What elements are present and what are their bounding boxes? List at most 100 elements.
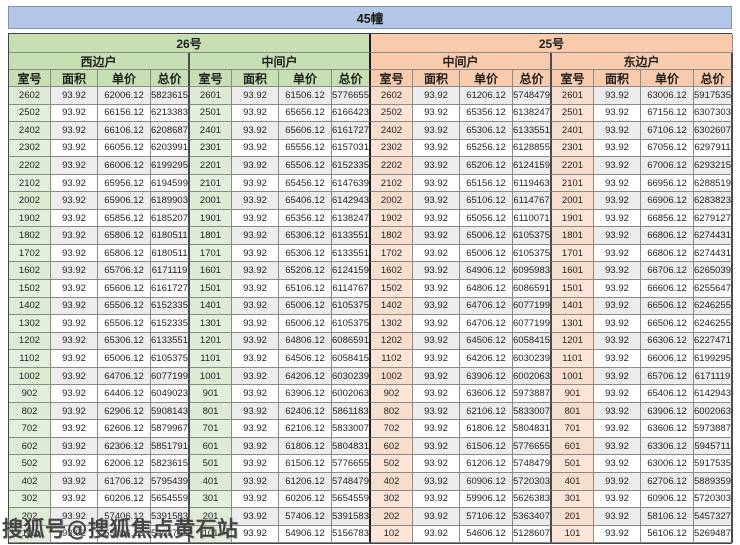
cell-price: 62306.12 (98, 437, 151, 456)
cell-price: 65606.12 (279, 122, 332, 140)
cell-area: 93.92 (51, 420, 98, 438)
cell-total: 6002063 (513, 367, 552, 386)
cell-area: 93.92 (413, 87, 460, 105)
cell-room: 201 (552, 508, 594, 526)
cell-total: 6297911 (694, 139, 733, 158)
cell-area: 93.92 (594, 280, 641, 298)
cell-total: 6058415 (513, 332, 552, 351)
cell-room: 401 (552, 473, 594, 491)
cell-total: 5973887 (694, 420, 733, 438)
cell-area: 93.92 (232, 455, 279, 474)
cell-total: 6274431 (694, 244, 733, 263)
cell-price: 61806.12 (460, 420, 513, 438)
cell-total: 5795439 (151, 473, 190, 491)
cell-price: 63306.12 (641, 437, 694, 456)
cell-area: 93.92 (232, 192, 279, 210)
cell-price: 64806.12 (279, 332, 332, 351)
cell-total: 6283823 (694, 192, 733, 210)
cell-room: 2201 (190, 157, 232, 175)
cell-price: 60206.12 (279, 490, 332, 509)
cell-price: 67156.12 (641, 104, 694, 123)
cell-area: 93.92 (232, 209, 279, 228)
cell-total: 6105375 (513, 227, 552, 245)
cell-price: 61206.12 (460, 87, 513, 105)
cell-room: 2302 (9, 139, 51, 158)
cell-room: 802 (371, 402, 413, 421)
cell-price: 65456.12 (279, 174, 332, 193)
cell-area: 93.92 (413, 385, 460, 403)
cell-area: 93.92 (51, 332, 98, 351)
cell-room: 1101 (552, 350, 594, 368)
cell-price: 65406.12 (641, 385, 694, 403)
cell-total: 6002063 (694, 402, 733, 421)
cell-area: 93.92 (232, 508, 279, 526)
cell-room: 2202 (371, 157, 413, 175)
cell-price: 66506.12 (641, 297, 694, 316)
col-header-2-1: 面积 (413, 70, 460, 87)
cell-price: 65006.12 (279, 297, 332, 316)
cell-price: 66306.12 (641, 332, 694, 351)
cell-total: 6246255 (694, 315, 733, 333)
cell-area: 93.92 (232, 473, 279, 491)
cell-room: 1902 (371, 209, 413, 228)
cell-room: 1201 (190, 332, 232, 351)
cell-price: 65006.12 (279, 315, 332, 333)
cell-room: 1302 (9, 315, 51, 333)
cell-area: 93.92 (51, 262, 98, 281)
unit-header-0: 西边户 (9, 53, 190, 70)
cell-room: 902 (9, 385, 51, 403)
cell-total: 6142943 (694, 385, 733, 403)
cell-area: 93.92 (51, 174, 98, 193)
cell-price: 65306.12 (98, 332, 151, 351)
cell-price: 64806.12 (460, 280, 513, 298)
cell-room: 1201 (552, 332, 594, 351)
cell-price: 57106.12 (460, 508, 513, 526)
unit-header-2: 中间户 (371, 53, 552, 70)
cell-price: 62006.12 (98, 455, 151, 474)
cell-area: 93.92 (594, 244, 641, 263)
cell-area: 93.92 (594, 139, 641, 158)
cell-price: 63606.12 (460, 385, 513, 403)
cell-price: 65956.12 (98, 174, 151, 193)
cell-total: 6199295 (151, 157, 190, 175)
cell-total: 6133551 (332, 244, 371, 263)
cell-price: 63606.12 (641, 420, 694, 438)
cell-total: 6105375 (332, 297, 371, 316)
cell-area: 93.92 (51, 490, 98, 509)
cell-room: 1001 (190, 367, 232, 386)
cell-price: 65306.12 (279, 227, 332, 245)
cell-area: 93.92 (594, 262, 641, 281)
cell-room: 1002 (371, 367, 413, 386)
cell-total: 5833007 (332, 420, 371, 438)
cell-area: 93.92 (594, 192, 641, 210)
cell-room: 1402 (9, 297, 51, 316)
cell-room: 802 (9, 402, 51, 421)
cell-room: 102 (371, 525, 413, 544)
cell-total: 5128607 (513, 525, 552, 544)
cell-room: 2402 (371, 122, 413, 140)
cell-room: 1002 (9, 367, 51, 386)
cell-area: 93.92 (413, 297, 460, 316)
watermark: 搜狐号@搜狐焦点黄石站 (2, 517, 239, 541)
cell-area: 93.92 (51, 192, 98, 210)
cell-total: 6208687 (151, 122, 190, 140)
cell-price: 64406.12 (98, 385, 151, 403)
cell-room: 1501 (552, 280, 594, 298)
cell-total: 6086591 (332, 332, 371, 351)
cell-price: 65706.12 (98, 262, 151, 281)
col-header-3-1: 面积 (594, 70, 641, 87)
cell-total: 6161727 (332, 122, 371, 140)
cell-total: 6058415 (332, 350, 371, 368)
cell-room: 301 (190, 490, 232, 509)
cell-price: 64706.12 (98, 367, 151, 386)
cell-area: 93.92 (51, 87, 98, 105)
cell-area: 93.92 (594, 157, 641, 175)
cell-area: 93.92 (232, 262, 279, 281)
cell-area: 93.92 (594, 174, 641, 193)
cell-room: 2102 (9, 174, 51, 193)
section-header-25号: 25号 (371, 34, 733, 53)
cell-room: 2101 (190, 174, 232, 193)
cell-total: 6302607 (694, 122, 733, 140)
cell-area: 93.92 (594, 490, 641, 509)
cell-room: 1702 (9, 244, 51, 263)
